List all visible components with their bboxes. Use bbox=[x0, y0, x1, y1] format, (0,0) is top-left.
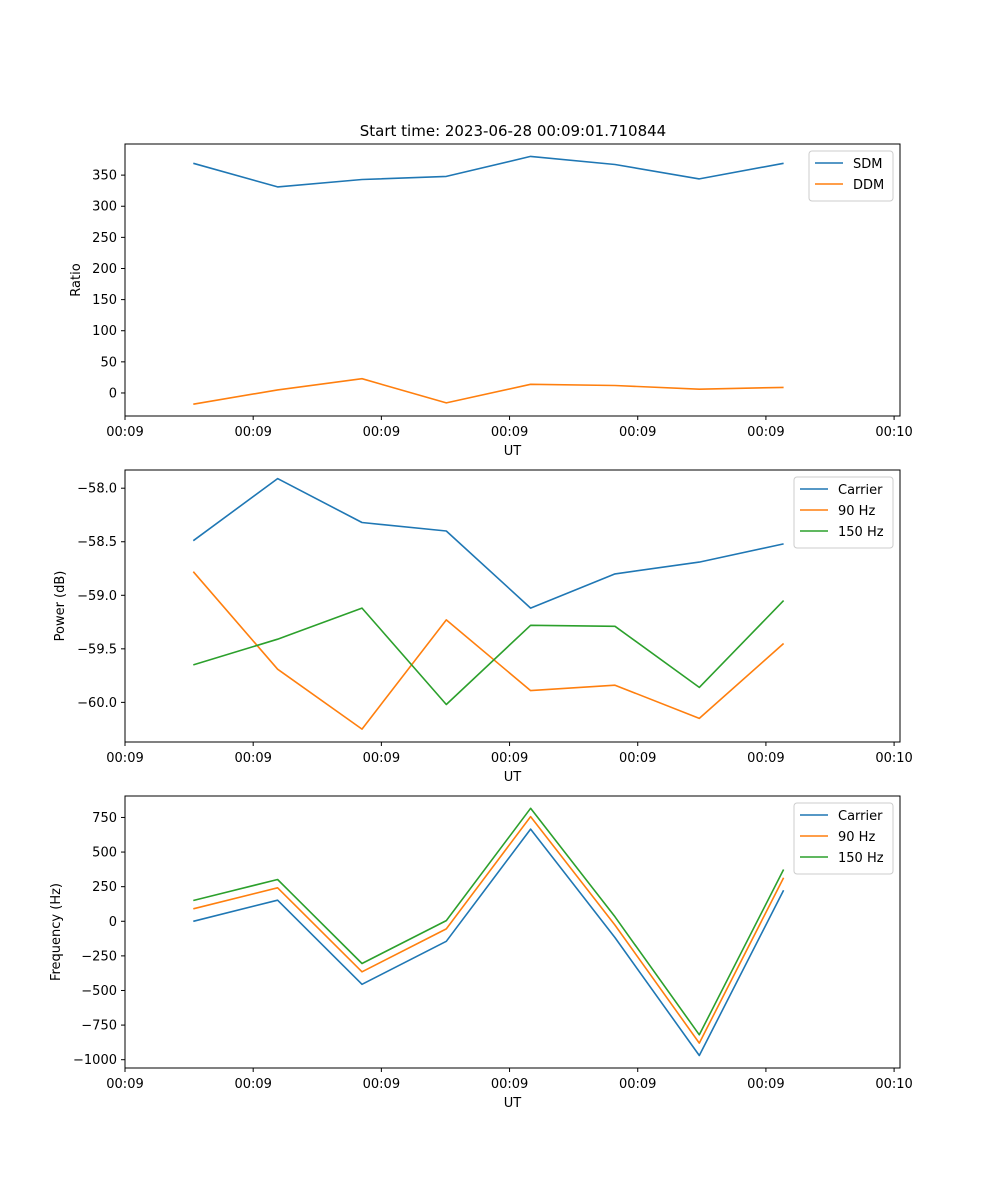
legend-label: 90 Hz bbox=[838, 504, 875, 519]
y-tick-label: 300 bbox=[92, 200, 117, 215]
x-tick-label: 00:09 bbox=[363, 1077, 400, 1092]
legend-label: 150 Hz bbox=[838, 851, 884, 866]
x-tick-label: 00:09 bbox=[491, 1077, 528, 1092]
x-tick-label: 00:09 bbox=[491, 425, 528, 440]
x-tick-label: 00:09 bbox=[106, 1077, 143, 1092]
legend: Carrier 90 Hz 150 Hz bbox=[793, 802, 894, 875]
legend: SDM DDM bbox=[808, 150, 894, 202]
y-tick-label: 350 bbox=[92, 169, 117, 184]
series-line-90-hz bbox=[192, 571, 785, 730]
x-tick-label: 00:10 bbox=[875, 1077, 912, 1092]
y-tick-label: 100 bbox=[92, 324, 117, 339]
series-line-90-hz bbox=[193, 815, 785, 1044]
x-tick-label: 00:09 bbox=[363, 751, 400, 766]
y-tick-label: 0 bbox=[109, 915, 117, 930]
y-tick-label: 250 bbox=[92, 231, 117, 246]
legend-label: DDM bbox=[853, 178, 884, 193]
x-tick-label: 00:09 bbox=[747, 751, 784, 766]
x-tick-label: 00:09 bbox=[619, 751, 656, 766]
x-tick-label: 00:09 bbox=[234, 1077, 271, 1092]
x-tick-label: 00:10 bbox=[875, 425, 912, 440]
y-tick-label: −750 bbox=[81, 1019, 117, 1034]
y-tick-label: −58.0 bbox=[77, 482, 117, 497]
y-tick-label: −250 bbox=[81, 949, 117, 964]
y-tick-label: 500 bbox=[92, 846, 117, 861]
legend-label: 150 Hz bbox=[838, 525, 884, 540]
y-tick-label: 250 bbox=[92, 880, 117, 895]
legend-label: SDM bbox=[853, 157, 882, 172]
y-tick-label: −60.0 bbox=[77, 696, 117, 711]
x-tick-label: 00:09 bbox=[234, 425, 271, 440]
y-tick-label: 200 bbox=[92, 262, 117, 277]
y-tick-label: 150 bbox=[92, 293, 117, 308]
y-tick-label: 750 bbox=[92, 811, 117, 826]
y-tick-label: −58.5 bbox=[77, 535, 117, 550]
plot-frame bbox=[124, 143, 901, 417]
y-axis-label: Power (dB) bbox=[53, 571, 68, 642]
x-tick-label: 00:09 bbox=[106, 751, 143, 766]
y-axis-label: Frequency (Hz) bbox=[49, 883, 64, 981]
x-tick-label: 00:09 bbox=[619, 425, 656, 440]
x-tick-label: 00:09 bbox=[491, 751, 528, 766]
series-line-carrier bbox=[193, 828, 785, 1057]
power-panel: 00:09 00:09 00:09 00:09 00:09 00:09 00:10 −60.0… bbox=[53, 469, 913, 785]
x-axis-label: UT bbox=[504, 770, 522, 785]
y-tick-label: −59.5 bbox=[77, 642, 117, 657]
frequency-panel: 00:09 00:09 00:09 00:09 00:09 00:09 00:10 −1000… bbox=[49, 795, 913, 1111]
series-line-150-hz bbox=[193, 600, 785, 706]
y-tick-label: 0 bbox=[109, 386, 117, 401]
figure-title: Start time: 2023-06-28 00:09:01.710844 bbox=[360, 122, 666, 140]
y-tick-label: −500 bbox=[81, 984, 117, 999]
x-tick-label: 00:10 bbox=[875, 751, 912, 766]
x-tick-label: 00:09 bbox=[747, 1077, 784, 1092]
ratio-panel: 00:09 00:09 00:09 00:09 00:09 00:09 00:10 0 50 10… bbox=[69, 143, 913, 459]
y-tick-label: −1000 bbox=[73, 1053, 117, 1068]
x-axis-label: UT bbox=[504, 444, 522, 459]
y-tick-label: −59.0 bbox=[77, 589, 117, 604]
series-line-150-hz bbox=[193, 807, 785, 1036]
series-line-carrier bbox=[192, 477, 784, 609]
legend-label: Carrier bbox=[838, 809, 883, 824]
plot-frame bbox=[124, 469, 901, 743]
y-tick-label: 50 bbox=[100, 355, 117, 370]
series-line-ddm bbox=[193, 377, 784, 405]
x-tick-label: 00:09 bbox=[234, 751, 271, 766]
series-line-sdm bbox=[193, 155, 784, 188]
legend: Carrier 90 Hz 150 Hz bbox=[793, 476, 894, 549]
legend-label: Carrier bbox=[838, 483, 883, 498]
x-tick-label: 00:09 bbox=[363, 425, 400, 440]
y-axis-label: Ratio bbox=[69, 263, 84, 296]
x-tick-label: 00:09 bbox=[619, 1077, 656, 1092]
x-tick-label: 00:09 bbox=[106, 425, 143, 440]
x-axis-label: UT bbox=[504, 1096, 522, 1111]
x-tick-label: 00:09 bbox=[747, 425, 784, 440]
legend-label: 90 Hz bbox=[838, 830, 875, 845]
plot-frame bbox=[124, 795, 901, 1069]
